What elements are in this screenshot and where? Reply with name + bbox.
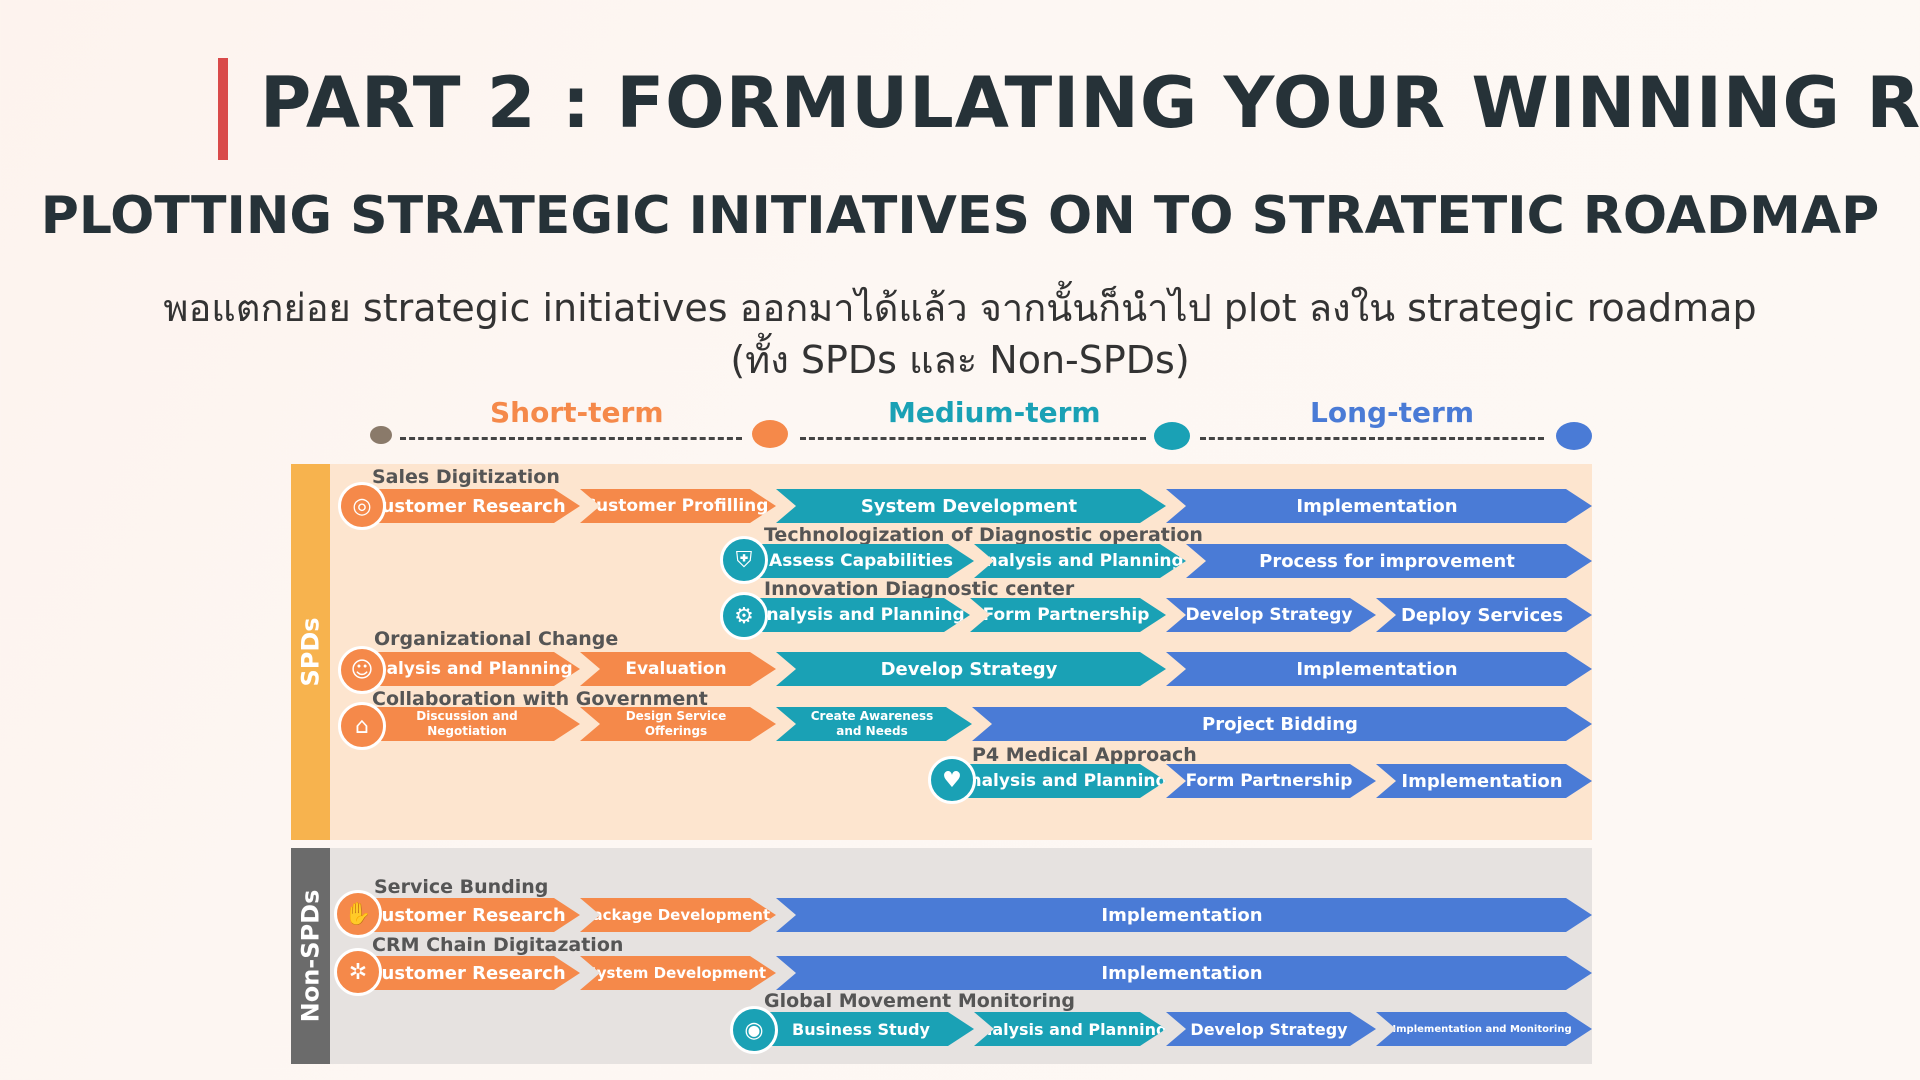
step-customer-profilling: Customer Profilling bbox=[580, 489, 776, 523]
globe-icon: ◉ bbox=[730, 1006, 778, 1054]
shield-icon: ⛨ bbox=[720, 536, 768, 584]
step-project-bidding: Project Bidding bbox=[972, 707, 1592, 741]
title-accent-bar bbox=[218, 58, 228, 160]
step-package-development: Package Development bbox=[580, 898, 776, 932]
step-process-for-improvement: Process for improvement bbox=[1186, 544, 1592, 578]
timeline-dot-long bbox=[1556, 422, 1592, 450]
row-label-collaboration-government: Collaboration with Government bbox=[372, 688, 708, 710]
row-label-innovation-diagnostic: Innovation Diagnostic center bbox=[764, 578, 1075, 600]
step-analysis-and-planning: Analysis and Planning bbox=[974, 1012, 1166, 1046]
building-icon: ⌂ bbox=[338, 702, 386, 750]
step-develop-strategy: Develop Strategy bbox=[1166, 598, 1376, 632]
step-develop-strategy: Develop Strategy bbox=[776, 652, 1166, 686]
row-label-organizational-change: Organizational Change bbox=[374, 628, 619, 650]
page-subtitle: PLOTTING STRATEGIC INITIATIVES ON TO STR… bbox=[40, 186, 1880, 246]
row-label-service-bunding: Service Bunding bbox=[374, 876, 549, 898]
handshake-icon: ✋ bbox=[334, 890, 382, 938]
step-analysis-and-planning: Analysis and Planning bbox=[962, 764, 1166, 798]
description: พอแตกย่อย strategic initiatives ออกมาได้… bbox=[0, 282, 1920, 386]
row-label-crm-chain: CRM Chain Digitazation bbox=[372, 934, 624, 956]
step-analysis-and-planning: Analysis and Planning bbox=[358, 652, 580, 686]
step-implementation: Implementation bbox=[776, 898, 1592, 932]
step-form-partnership: Form Partnership bbox=[970, 598, 1166, 632]
care-icon: ♥ bbox=[928, 756, 976, 804]
row-label-p4-medical: P4 Medical Approach bbox=[972, 744, 1197, 766]
phase-medium-term: Medium-term bbox=[888, 396, 1101, 429]
step-customer-research: Customer Research bbox=[358, 898, 580, 932]
step-analysis-and-planning: Analysis and Planning bbox=[752, 598, 970, 632]
step-evaluation: Evaluation bbox=[580, 652, 776, 686]
step-discussion-and-negotiation: Discussion and Negotiation bbox=[358, 707, 580, 741]
step-system-development: System Development bbox=[580, 956, 776, 990]
row-label-sales-digitization: Sales Digitization bbox=[372, 466, 560, 488]
step-implementation-and-monitoring: Implementation and Monitoring bbox=[1376, 1012, 1592, 1046]
step-business-study: Business Study bbox=[752, 1012, 974, 1046]
step-implementation: Implementation bbox=[1376, 764, 1592, 798]
step-form-partnership: Form Partnership bbox=[1166, 764, 1376, 798]
nonspd-sidebar: Non-SPDs bbox=[291, 848, 330, 1064]
row-label-global-movement: Global Movement Monitoring bbox=[764, 990, 1075, 1012]
timeline-dash-1 bbox=[400, 437, 742, 440]
step-design-service-offerings: Design Service Offerings bbox=[580, 707, 776, 741]
step-assess-capabilities: Assess Capabilities bbox=[752, 544, 974, 578]
step-deploy-services: Deploy Services bbox=[1376, 598, 1592, 632]
timeline-dot-medium bbox=[1154, 422, 1190, 450]
nonspd-label: Non-SPDs bbox=[296, 889, 325, 1023]
analytics-icon: ◎ bbox=[338, 482, 386, 530]
step-analysis-and-planning: Analysis and Planning bbox=[974, 544, 1186, 578]
step-system-development: System Development bbox=[776, 489, 1166, 523]
network-icon: ✲ bbox=[334, 948, 382, 996]
timeline-dash-2 bbox=[800, 437, 1146, 440]
spd-label: SPDs bbox=[296, 617, 325, 687]
spd-sidebar: SPDs bbox=[291, 464, 330, 840]
phase-short-term: Short-term bbox=[490, 396, 664, 429]
row-label-technologization: Technologization of Diagnostic operation bbox=[764, 524, 1203, 546]
timeline-dot-short bbox=[752, 420, 788, 448]
step-implementation: Implementation bbox=[776, 956, 1592, 990]
timeline-dash-3 bbox=[1200, 437, 1544, 440]
timeline-start-dot bbox=[370, 426, 392, 444]
team-icon: ☺ bbox=[338, 646, 386, 694]
step-develop-strategy: Develop Strategy bbox=[1166, 1012, 1376, 1046]
step-implementation: Implementation bbox=[1166, 489, 1592, 523]
step-implementation: Implementation bbox=[1166, 652, 1592, 686]
page-title: PART 2 : FORMULATING YOUR WINNING ROADMA… bbox=[260, 62, 1920, 144]
description-line-1: พอแตกย่อย strategic initiatives ออกมาได้… bbox=[163, 286, 1757, 330]
phase-long-term: Long-term bbox=[1310, 396, 1475, 429]
step-customer-research: Customer Research bbox=[358, 489, 580, 523]
gear-icon: ⚙ bbox=[720, 592, 768, 640]
description-line-2: (ทั้ง SPDs และ Non-SPDs) bbox=[730, 338, 1190, 382]
step-create-awareness-and-needs: Create Awareness and Needs bbox=[776, 707, 972, 741]
step-customer-research: Customer Research bbox=[358, 956, 580, 990]
